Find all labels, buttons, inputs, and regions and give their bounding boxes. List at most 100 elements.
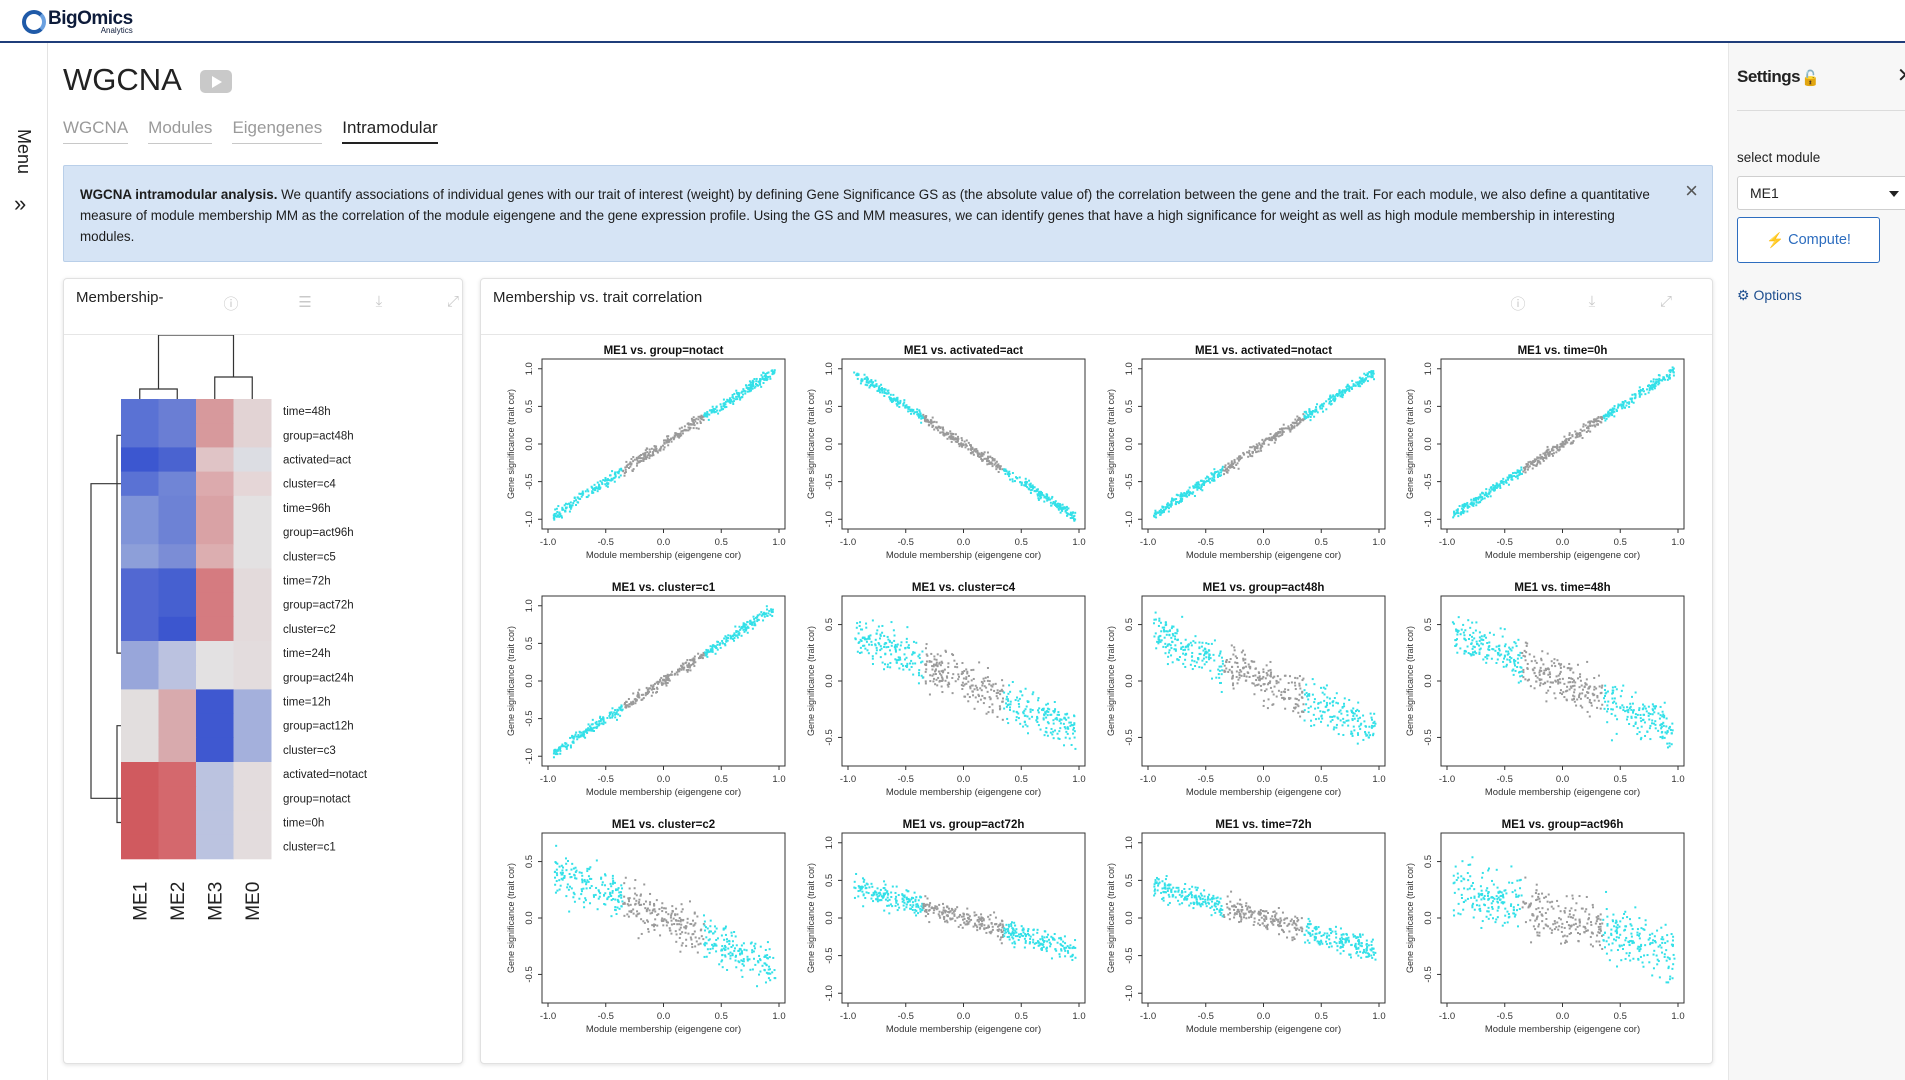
data-point: [636, 910, 639, 913]
data-point: [1454, 639, 1457, 642]
data-point: [656, 451, 659, 454]
expand-icon[interactable]: ⤢: [1659, 293, 1672, 310]
data-point: [1497, 653, 1500, 656]
data-point: [650, 454, 653, 457]
data-point: [1613, 415, 1616, 418]
y-axis-label: Gene significance (trait cor): [506, 626, 516, 736]
data-point: [1073, 519, 1076, 522]
data-point: [1592, 421, 1595, 424]
data-point: [990, 688, 993, 691]
data-point: [679, 932, 682, 935]
data-point: [1037, 711, 1040, 714]
data-point: [767, 968, 770, 971]
heatmap-row-label: time=12h: [283, 697, 331, 709]
data-point: [1476, 643, 1479, 646]
heatmap-cell: [158, 786, 197, 811]
tab-intramodular[interactable]: Intramodular: [342, 118, 438, 144]
data-point: [1305, 412, 1308, 415]
data-point: [626, 913, 629, 916]
data-point: [1017, 717, 1020, 720]
heatmap-row-label: cluster=c3: [283, 745, 336, 757]
data-point: [1363, 372, 1366, 375]
data-point: [705, 942, 708, 945]
data-point: [866, 649, 869, 652]
data-point: [1269, 686, 1272, 689]
bigomics-logo[interactable]: BigOmics Analytics: [22, 8, 133, 36]
data-point: [592, 726, 595, 729]
data-point: [1236, 665, 1239, 668]
download-icon[interactable]: ⤓: [1588, 293, 1596, 310]
data-point: [1231, 671, 1234, 674]
data-point: [1322, 710, 1325, 713]
data-point: [974, 684, 977, 687]
data-point: [750, 941, 753, 944]
data-point: [1036, 494, 1039, 497]
data-point: [687, 668, 690, 671]
info-bold: WGCNA intramodular analysis.: [80, 187, 278, 202]
data-point: [748, 622, 751, 625]
data-point: [1363, 379, 1366, 382]
data-point: [692, 657, 695, 660]
data-point: [590, 885, 593, 888]
list-icon[interactable]: ☰: [298, 294, 312, 311]
data-point: [1014, 699, 1017, 702]
data-point: [1372, 721, 1375, 724]
data-point: [558, 865, 561, 868]
info-icon[interactable]: ⓘ: [223, 296, 239, 313]
data-point: [719, 646, 722, 649]
data-point: [1527, 463, 1530, 466]
data-point: [1192, 491, 1195, 494]
data-point: [895, 661, 898, 664]
data-point: [1058, 503, 1061, 506]
data-point: [771, 608, 774, 611]
data-point: [561, 878, 564, 881]
data-point: [1189, 491, 1192, 494]
data-point: [886, 666, 889, 669]
data-point: [557, 748, 560, 751]
data-point: [1649, 738, 1652, 741]
data-point: [1046, 702, 1049, 705]
data-point: [883, 387, 886, 390]
download-icon[interactable]: ⤓: [375, 293, 383, 310]
data-point: [870, 640, 873, 643]
data-point: [1507, 650, 1510, 653]
tab-wgcna[interactable]: WGCNA: [63, 118, 129, 144]
data-point: [887, 638, 890, 641]
expand-icon[interactable]: ⤢: [446, 293, 459, 310]
data-point: [1225, 659, 1228, 662]
data-point: [1329, 715, 1332, 718]
data-point: [1187, 645, 1190, 648]
data-point: [1155, 516, 1158, 519]
data-point: [1345, 719, 1348, 722]
data-point: [1220, 690, 1223, 693]
video-play-icon[interactable]: [200, 70, 232, 93]
data-point: [747, 626, 750, 629]
data-point: [1600, 686, 1603, 689]
data-point: [703, 924, 706, 927]
data-point: [1641, 389, 1644, 392]
data-point: [715, 938, 718, 941]
data-point: [1185, 493, 1188, 496]
data-point: [1255, 443, 1258, 446]
data-point: [963, 670, 966, 673]
data-point: [712, 932, 715, 935]
data-point: [1658, 378, 1661, 381]
logo-sub: Analytics: [100, 26, 133, 35]
chevron-right-icon[interactable]: »: [14, 191, 27, 216]
data-point: [733, 392, 736, 395]
data-point: [1579, 675, 1582, 678]
data-point: [1586, 691, 1589, 694]
tab-eigengenes[interactable]: Eigengenes: [232, 118, 323, 144]
data-point: [1158, 635, 1161, 638]
data-point: [758, 958, 761, 961]
data-point: [1350, 709, 1353, 712]
info-icon[interactable]: ⓘ: [1510, 296, 1526, 313]
data-point: [587, 494, 590, 497]
data-point: [903, 653, 906, 656]
menu-label[interactable]: Menu: [14, 129, 34, 175]
menu-rail[interactable]: Menu »: [0, 43, 48, 1080]
data-point: [568, 510, 571, 513]
close-icon[interactable]: ×: [1685, 178, 1698, 203]
tab-modules[interactable]: Modules: [148, 118, 213, 144]
data-point: [1301, 691, 1304, 694]
